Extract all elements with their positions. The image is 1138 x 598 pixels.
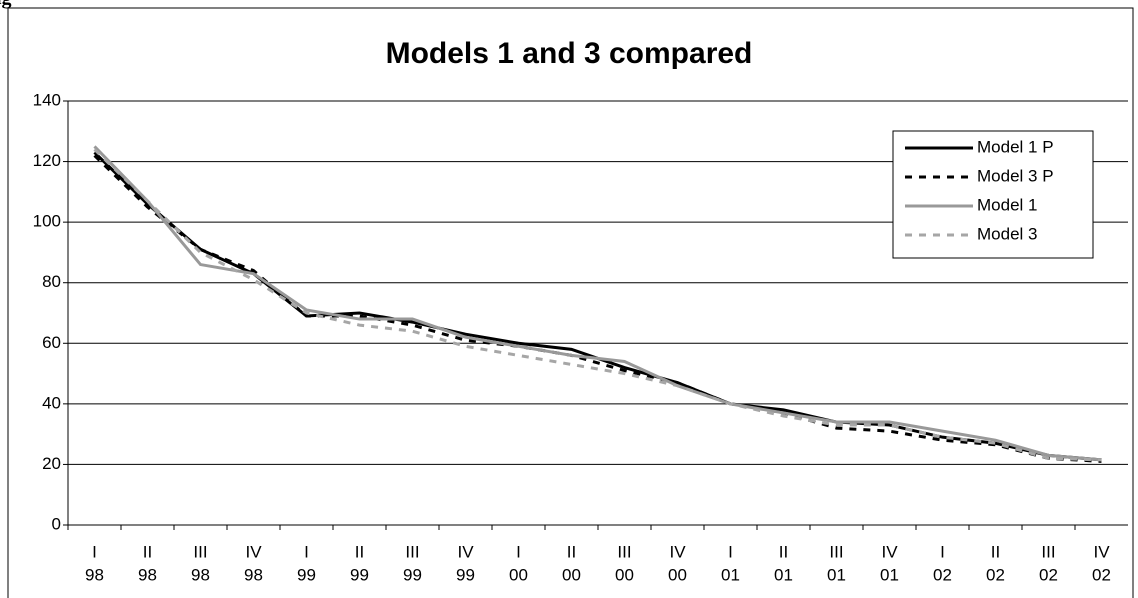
legend-label: Model 3 — [977, 224, 1037, 243]
y-tick-label: 120 — [33, 151, 61, 170]
x-tick-label: 00 — [562, 565, 581, 584]
x-tick-label: 98 — [191, 565, 210, 584]
x-tick-label: 00 — [615, 565, 634, 584]
legend-label: Model 1 P — [977, 137, 1054, 156]
x-tick-label: 99 — [456, 565, 475, 584]
x-tick-label: 01 — [774, 565, 793, 584]
caption: ig — [0, 0, 12, 9]
y-tick-label: 60 — [42, 333, 61, 352]
x-tick-label: I — [728, 542, 733, 561]
x-tick-label: IV — [881, 542, 898, 561]
y-tick-label: 0 — [52, 514, 61, 533]
x-tick-label: 98 — [85, 565, 104, 584]
legend-box — [892, 130, 1094, 259]
x-tick-label: IV — [669, 542, 686, 561]
x-tick-label: II — [355, 542, 364, 561]
x-tick-label: III — [193, 542, 207, 561]
x-tick-label: 02 — [986, 565, 1005, 584]
y-tick-label: 80 — [42, 272, 61, 291]
y-tick-label: 40 — [42, 393, 61, 412]
x-tick-label: 02 — [1039, 565, 1058, 584]
x-tick-label: III — [829, 542, 843, 561]
y-tick-label: 100 — [33, 212, 61, 231]
x-tick-label: 01 — [827, 565, 846, 584]
x-tick-label: 02 — [933, 565, 952, 584]
x-tick-label: III — [617, 542, 631, 561]
x-tick-label: II — [143, 542, 152, 561]
x-tick-label: 00 — [668, 565, 687, 584]
x-tick-label: I — [304, 542, 309, 561]
x-tick-label: 99 — [350, 565, 369, 584]
x-tick-label: 99 — [297, 565, 316, 584]
x-tick-label: 01 — [721, 565, 740, 584]
legend-label: Model 3 P — [977, 166, 1054, 185]
x-tick-label: IV — [457, 542, 474, 561]
x-tick-label: II — [567, 542, 576, 561]
x-tick-label: I — [940, 542, 945, 561]
x-tick-label: IV — [245, 542, 262, 561]
x-tick-label: 02 — [1092, 565, 1111, 584]
x-tick-label: I — [92, 542, 97, 561]
series-line — [93, 145, 1102, 462]
x-tick-label: 98 — [138, 565, 157, 584]
x-tick-label: III — [1041, 542, 1055, 561]
legend-label: Model 1 — [977, 195, 1037, 214]
chart-title: Models 1 and 3 compared — [386, 37, 753, 70]
x-tick-label: II — [779, 542, 788, 561]
x-tick-label: I — [516, 542, 521, 561]
y-tick-label: 140 — [33, 90, 61, 109]
x-tick-label: 98 — [244, 565, 263, 584]
x-tick-label: IV — [1093, 542, 1110, 561]
chart-frame — [7, 7, 1134, 598]
x-tick-label: 00 — [509, 565, 528, 584]
y-tick-label: 20 — [42, 454, 61, 473]
x-tick-label: 01 — [880, 565, 899, 584]
x-tick-label: 99 — [403, 565, 422, 584]
x-tick-label: III — [405, 542, 419, 561]
series-line — [93, 148, 1102, 462]
x-tick-label: II — [991, 542, 1000, 561]
